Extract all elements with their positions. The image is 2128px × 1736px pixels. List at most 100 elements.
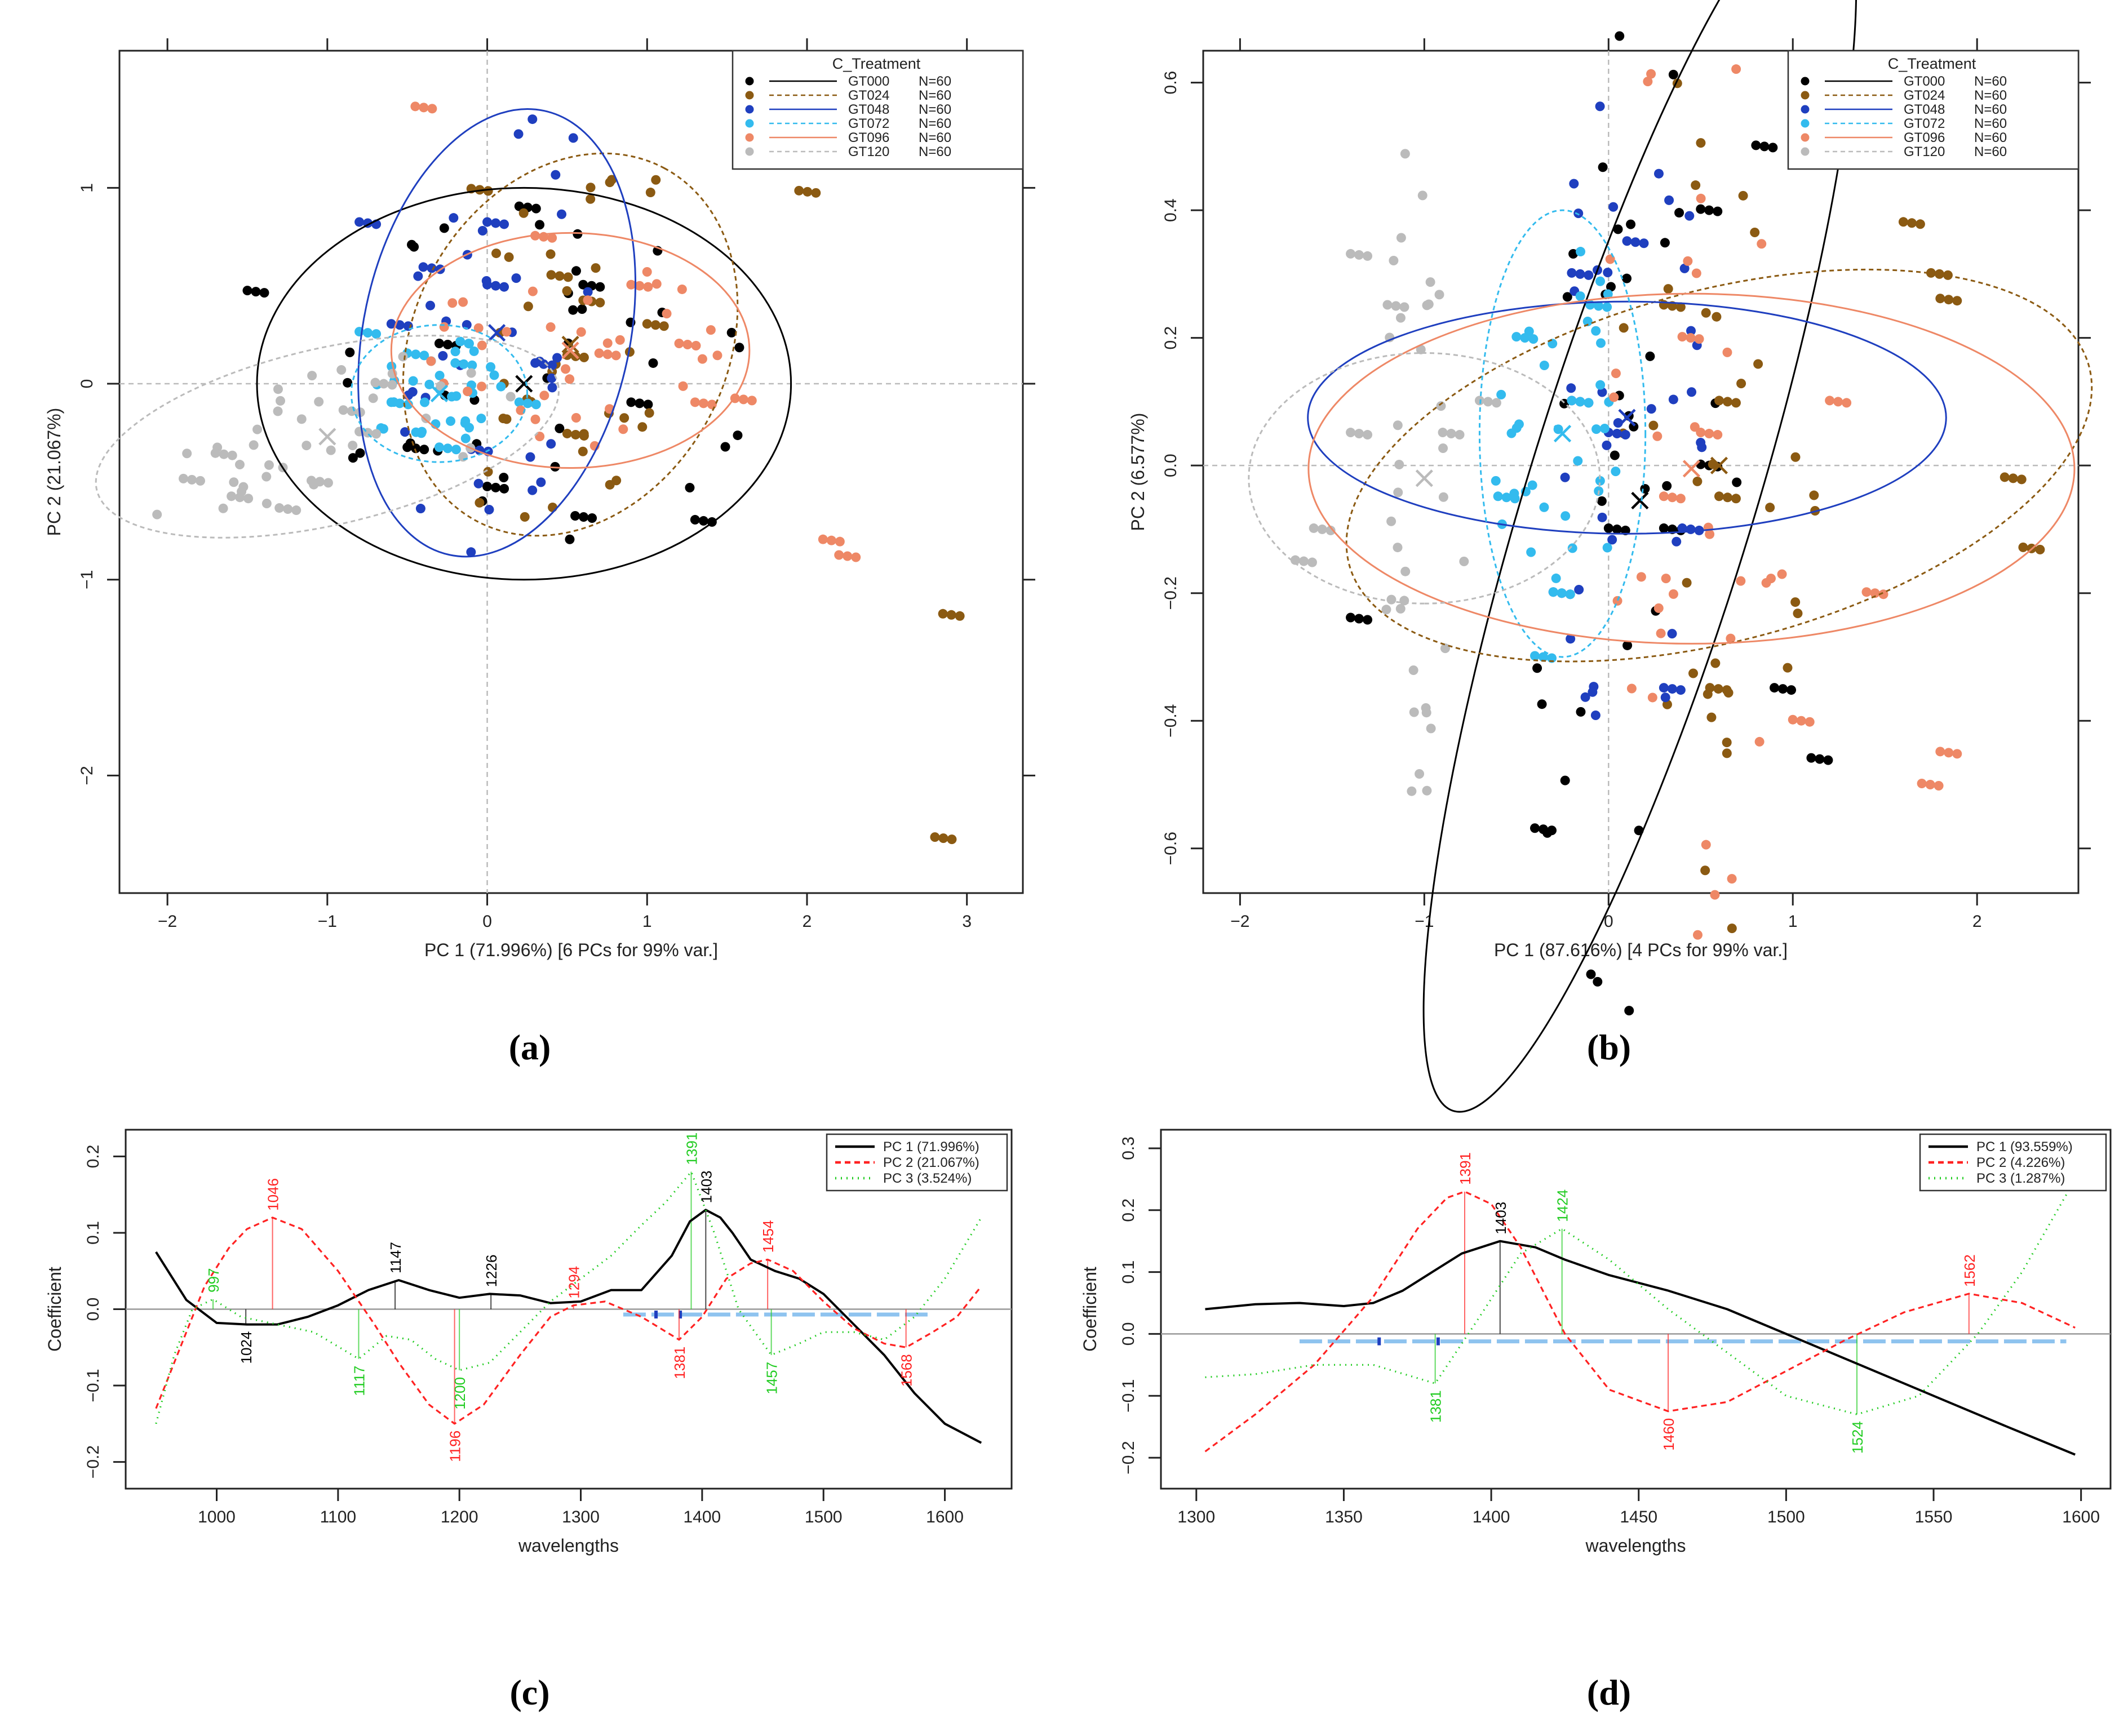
point-GT000: [555, 423, 565, 433]
point-GT120: [178, 473, 188, 483]
point-GT120: [252, 424, 263, 434]
point-GT120: [1425, 277, 1435, 287]
point-GT072: [486, 362, 496, 372]
point-GT048: [1569, 179, 1579, 189]
point-GT120: [274, 503, 285, 513]
point-GT072: [386, 397, 396, 407]
point-GT048: [1639, 238, 1649, 248]
point-GT048: [425, 300, 436, 310]
ellipse-GT048: [357, 108, 637, 558]
legend-label: PC 3 (3.524%): [883, 1171, 972, 1186]
point-GT072: [1575, 291, 1585, 301]
point-GT120: [1438, 492, 1448, 502]
point-GT000: [1659, 523, 1669, 533]
point-GT000: [720, 442, 730, 452]
y-tick-label: 0.0: [1119, 1322, 1138, 1346]
confidence-ellipses: [95, 108, 792, 581]
point-GT120: [1325, 525, 1336, 535]
point-GT000: [1562, 292, 1572, 302]
point-GT120: [1415, 769, 1425, 779]
point-GT072: [435, 371, 445, 381]
series-line-pc3: [1205, 1179, 2076, 1415]
point-GT024: [1934, 269, 1944, 279]
point-GT048: [1684, 211, 1695, 221]
legend-label: PC 1 (93.559%): [1976, 1139, 2073, 1155]
point-GT072: [447, 392, 457, 402]
point-GT024: [1688, 668, 1699, 678]
point-GT072: [419, 350, 429, 361]
point-GT120: [1440, 643, 1450, 654]
plot-frame: [118, 50, 1024, 894]
points-GT120: [152, 352, 516, 520]
x-tick-label: 1100: [320, 1508, 357, 1526]
point-GT120: [1408, 665, 1418, 676]
point-GT120: [1416, 344, 1426, 354]
point-GT024: [548, 502, 558, 512]
y-tick-label: 0.2: [1119, 1198, 1138, 1222]
point-GT024: [2008, 473, 2018, 483]
point-GT024: [1753, 359, 1763, 369]
point-GT000: [1624, 1006, 1634, 1016]
point-GT120: [235, 492, 245, 503]
point-GT000: [242, 286, 252, 296]
point-GT024: [938, 833, 948, 843]
point-GT048: [1664, 195, 1674, 205]
point-GT000: [1532, 663, 1542, 673]
point-GT120: [227, 450, 237, 460]
point-GT048: [415, 504, 425, 514]
point-GT096: [698, 398, 708, 409]
legend-count: N=60: [919, 116, 951, 131]
panel-label: (c): [509, 1672, 549, 1712]
legend-label: PC 1 (71.996%): [883, 1139, 979, 1155]
point-GT120: [1421, 708, 1431, 718]
centroid-marker-GT000: [515, 375, 533, 393]
point-GT096: [712, 350, 722, 361]
points-GT120: [1290, 149, 1501, 796]
legend-label: PC 2 (4.226%): [1976, 1155, 2065, 1170]
point-GT096: [477, 340, 487, 350]
point-GT048: [551, 170, 561, 180]
point-GT024: [1714, 491, 1724, 501]
point-GT048: [1603, 268, 1613, 278]
point-GT120: [506, 392, 516, 402]
point-GT048: [482, 217, 493, 227]
point-GT048: [1620, 430, 1630, 440]
point-GT048: [1653, 168, 1664, 179]
point-GT048: [403, 321, 413, 331]
point-GT072: [1567, 543, 1577, 553]
point-GT072: [1501, 492, 1511, 503]
point-GT096: [1842, 398, 1852, 408]
band-marker: [1377, 1337, 1381, 1346]
point-GT096: [706, 325, 716, 335]
x-tick-label: 1500: [805, 1508, 843, 1526]
legend: PC 1 (93.559%)PC 2 (4.226%)PC 3 (1.287%): [1919, 1133, 2107, 1192]
point-GT096: [1659, 491, 1669, 501]
point-GT120: [1422, 300, 1432, 310]
point-GT048: [1597, 512, 1607, 522]
point-GT120: [273, 406, 283, 416]
x-axis-label: PC 1 (71.996%) [6 PCs for 99% var.]: [424, 940, 718, 960]
point-GT000: [1615, 31, 1625, 41]
point-GT024: [1898, 217, 1908, 227]
centroid-marker-GT072: [1553, 424, 1572, 443]
point-GT048: [473, 478, 484, 489]
legend-label: GT072: [1904, 116, 1945, 131]
point-GT024: [579, 430, 589, 441]
point-GT024: [504, 252, 514, 262]
point-GT000: [1770, 683, 1780, 693]
point-GT096: [530, 414, 540, 424]
legend-marker-GT024: [1801, 91, 1810, 100]
point-GT024: [570, 429, 580, 439]
x-tick-label: 1300: [1177, 1508, 1215, 1526]
point-GT120: [1346, 248, 1356, 259]
point-GT024: [523, 301, 533, 312]
point-GT000: [1768, 143, 1778, 153]
centroid-marker-GT048: [487, 324, 506, 342]
point-GT072: [1596, 338, 1606, 348]
point-GT024: [1675, 302, 1686, 312]
point-GT096: [561, 364, 571, 374]
points-GT096: [410, 101, 861, 562]
point-GT120: [1438, 443, 1448, 453]
point-GT120: [1438, 428, 1448, 438]
point-GT072: [1520, 333, 1530, 343]
